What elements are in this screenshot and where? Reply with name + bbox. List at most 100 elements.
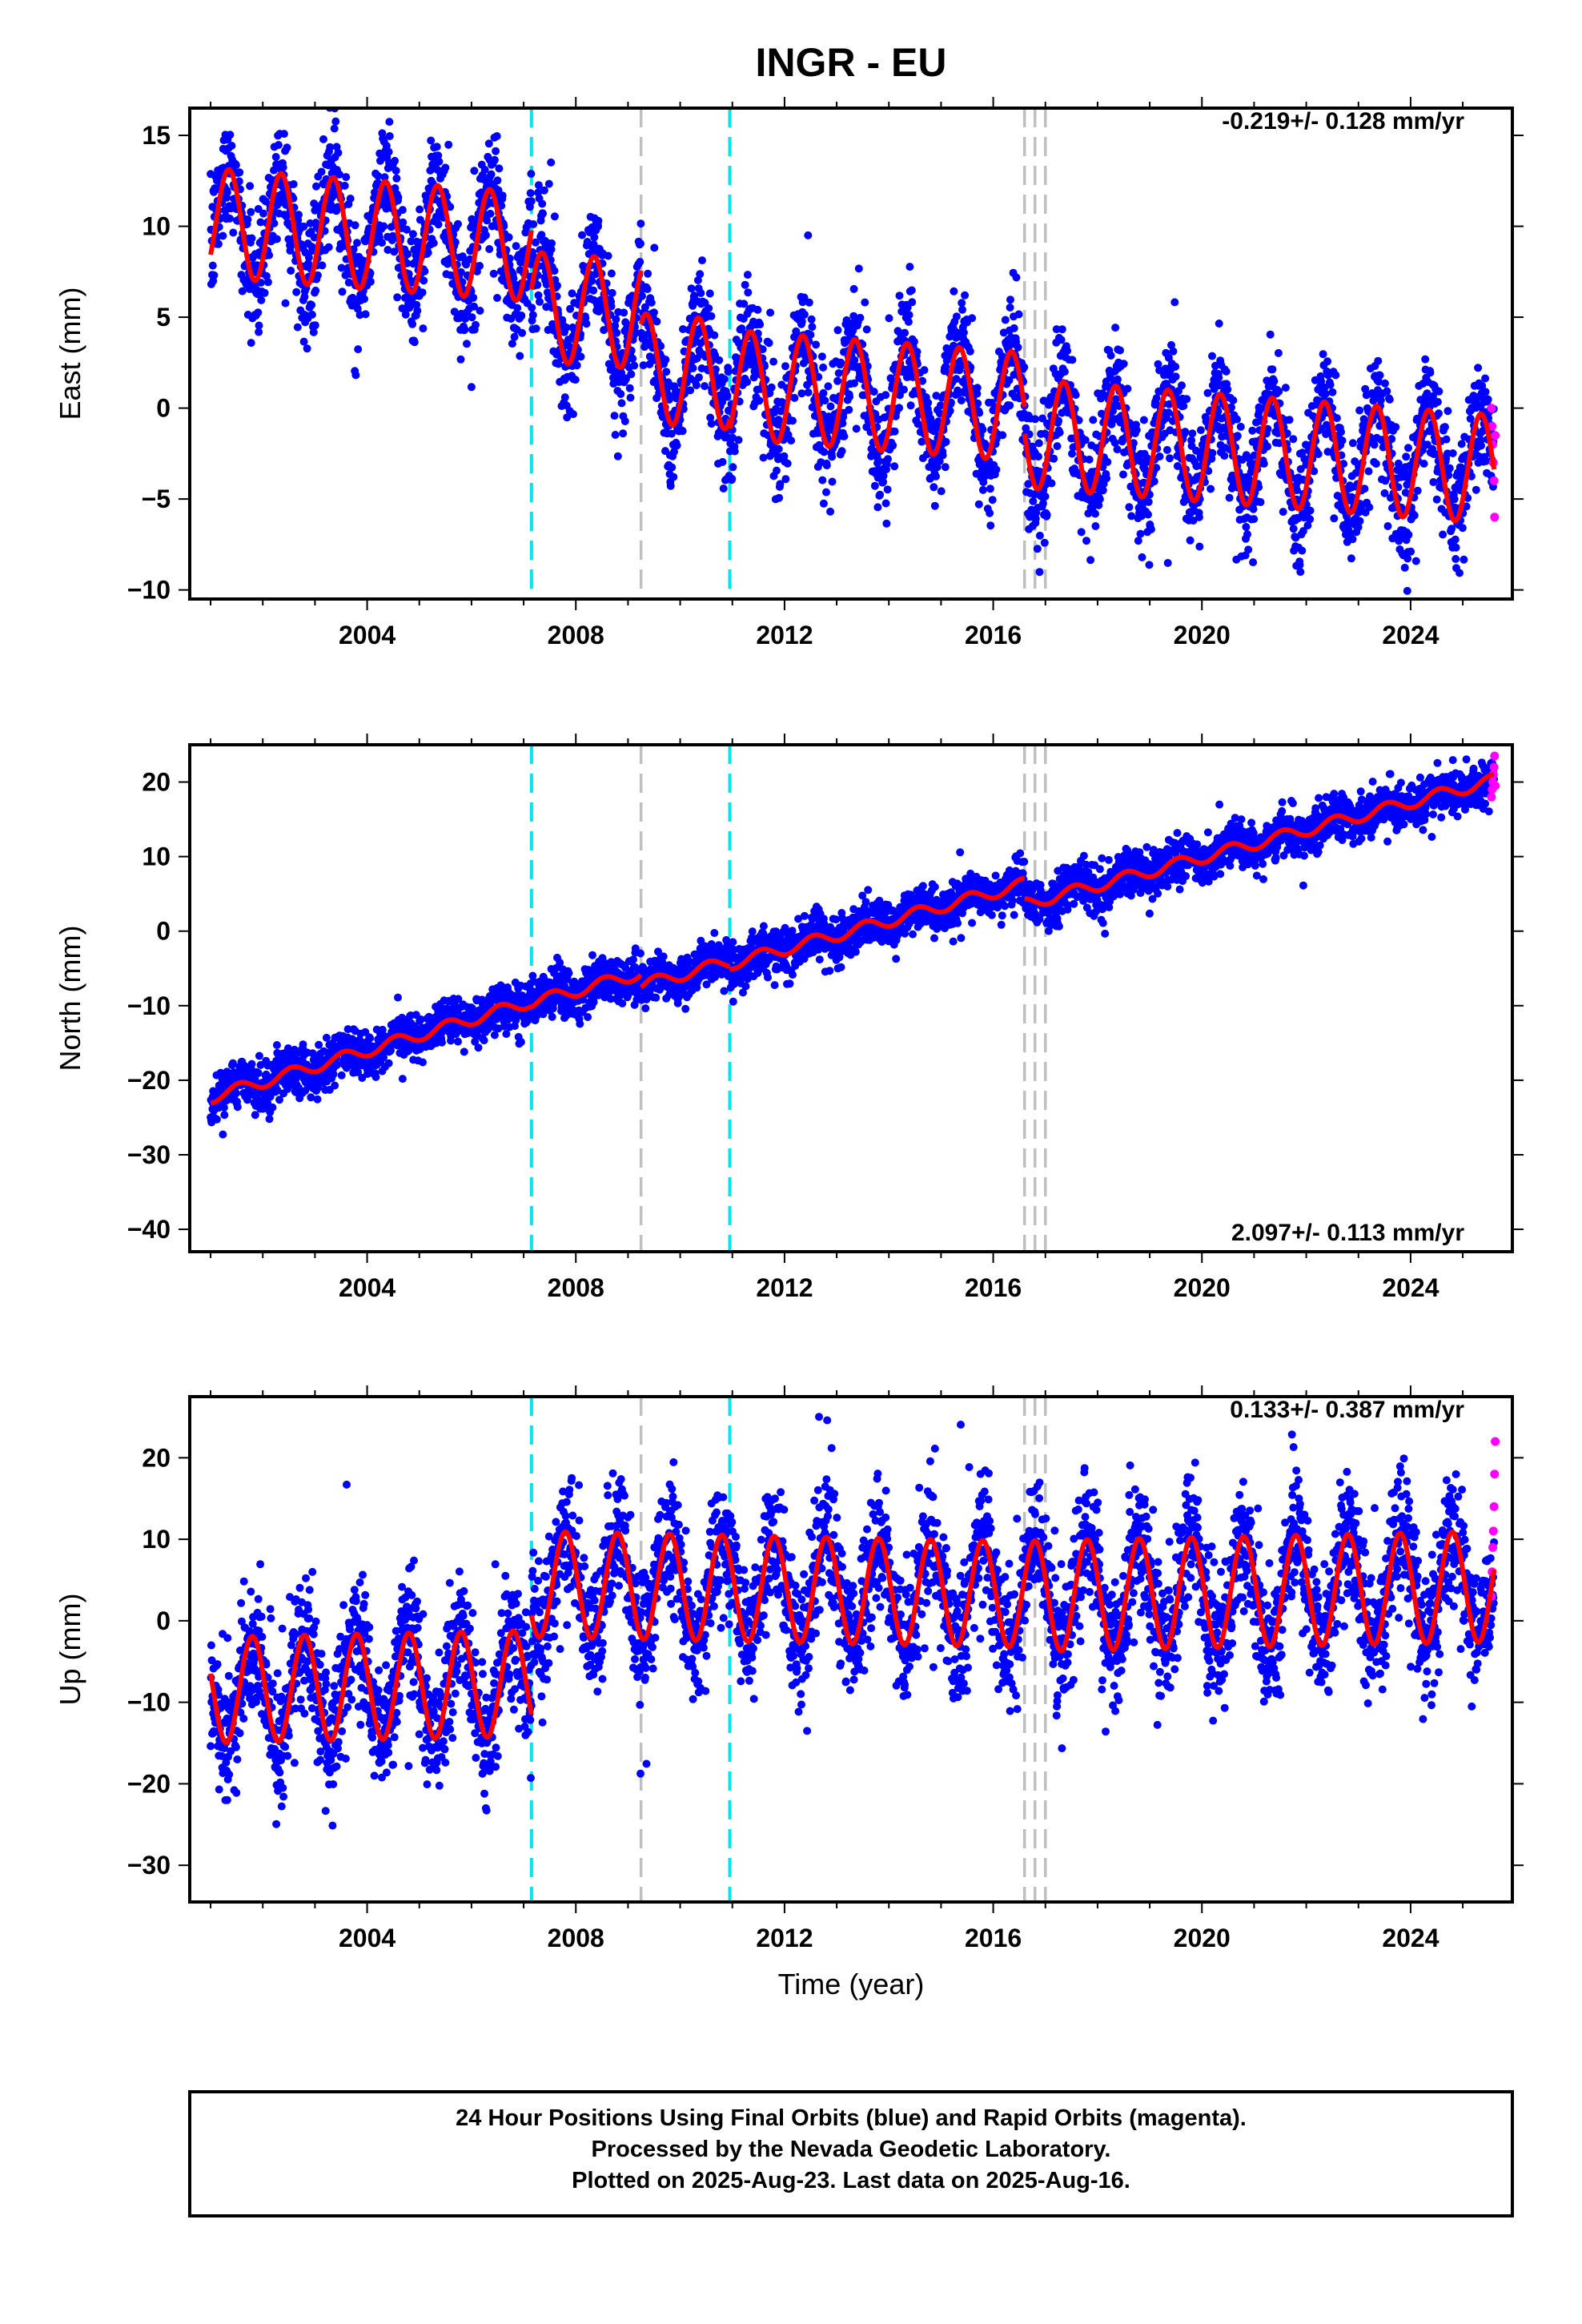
position-point <box>1091 509 1099 518</box>
position-point <box>789 416 797 425</box>
position-point <box>319 135 327 143</box>
position-point <box>883 485 892 494</box>
position-point <box>986 521 995 530</box>
position-point <box>1371 460 1380 468</box>
position-point <box>529 220 538 228</box>
position-point <box>233 1103 242 1112</box>
position-point <box>718 457 727 466</box>
position-point <box>1223 385 1232 394</box>
position-point <box>611 431 620 439</box>
position-point <box>419 1058 427 1067</box>
position-point <box>512 242 520 251</box>
position-point <box>385 118 394 127</box>
position-point <box>1233 415 1241 424</box>
position-point <box>720 375 729 384</box>
position-point <box>885 314 893 323</box>
position-point <box>594 216 603 225</box>
position-point <box>1012 273 1021 282</box>
position-point <box>536 297 544 306</box>
position-point <box>393 293 402 302</box>
position-point <box>670 448 678 456</box>
position-point <box>560 393 569 402</box>
x-tick-label: 2020 <box>1174 621 1231 649</box>
position-point <box>528 304 536 312</box>
position-point <box>968 314 977 323</box>
position-point <box>907 286 916 295</box>
position-point <box>1163 559 1172 567</box>
position-point <box>513 304 522 312</box>
position-point <box>1250 515 1259 524</box>
position-point <box>351 221 359 230</box>
rapid-point <box>1489 476 1499 485</box>
position-point <box>837 447 846 456</box>
position-point <box>856 313 865 322</box>
y-axis-label: East (mm) <box>54 287 86 420</box>
position-point <box>819 363 828 372</box>
position-point <box>532 324 540 333</box>
position-point <box>534 291 543 300</box>
position-point <box>958 305 966 314</box>
position-point <box>1433 397 1442 406</box>
position-point <box>444 140 453 149</box>
position-point <box>354 345 363 354</box>
position-point <box>1243 530 1251 539</box>
position-point <box>817 352 826 361</box>
position-point <box>845 392 854 401</box>
position-point <box>1402 452 1411 461</box>
position-point <box>1134 537 1142 545</box>
position-point <box>1242 523 1251 531</box>
position-point <box>938 451 947 460</box>
position-point <box>485 245 494 253</box>
position-point <box>690 292 699 300</box>
position-point <box>416 205 424 214</box>
position-point <box>978 425 987 434</box>
position-point <box>1426 368 1435 377</box>
position-point <box>410 338 419 347</box>
position-point <box>307 227 315 236</box>
x-tick-label: 2004 <box>339 621 396 649</box>
position-point <box>435 157 444 166</box>
position-point <box>226 131 235 139</box>
position-point <box>508 340 516 348</box>
position-point <box>331 117 340 126</box>
position-point <box>569 410 577 419</box>
position-point <box>1248 426 1257 435</box>
position-point <box>481 231 490 239</box>
position-point <box>656 342 665 351</box>
position-point <box>1458 524 1467 533</box>
position-point <box>226 214 234 223</box>
position-point <box>1125 503 1134 512</box>
position-point <box>311 321 319 330</box>
position-point <box>1296 568 1305 577</box>
position-point <box>1383 522 1392 530</box>
position-point <box>695 373 703 382</box>
position-point <box>337 263 346 272</box>
position-point <box>986 485 994 493</box>
position-point <box>628 354 637 363</box>
position-point <box>504 233 513 242</box>
position-point <box>1085 455 1094 464</box>
position-point <box>1419 460 1428 468</box>
position-point <box>729 433 737 442</box>
position-point <box>540 186 548 195</box>
x-tick-label: 2012 <box>756 621 813 649</box>
position-point <box>1203 388 1212 397</box>
position-point <box>274 141 283 149</box>
figure-title: INGR - EU <box>756 40 947 85</box>
position-point <box>450 308 459 316</box>
position-point <box>895 404 904 412</box>
position-point <box>534 188 543 197</box>
position-point <box>1139 416 1148 424</box>
position-point <box>804 231 813 239</box>
position-point <box>295 211 303 219</box>
position-point <box>304 253 313 262</box>
position-point <box>454 219 462 228</box>
position-point <box>636 239 644 248</box>
position-point <box>547 245 556 254</box>
position-point <box>408 230 417 239</box>
position-point <box>259 209 267 218</box>
position-point <box>1225 493 1234 502</box>
position-point <box>483 216 492 225</box>
position-point <box>895 292 904 300</box>
position-point <box>1010 324 1018 332</box>
